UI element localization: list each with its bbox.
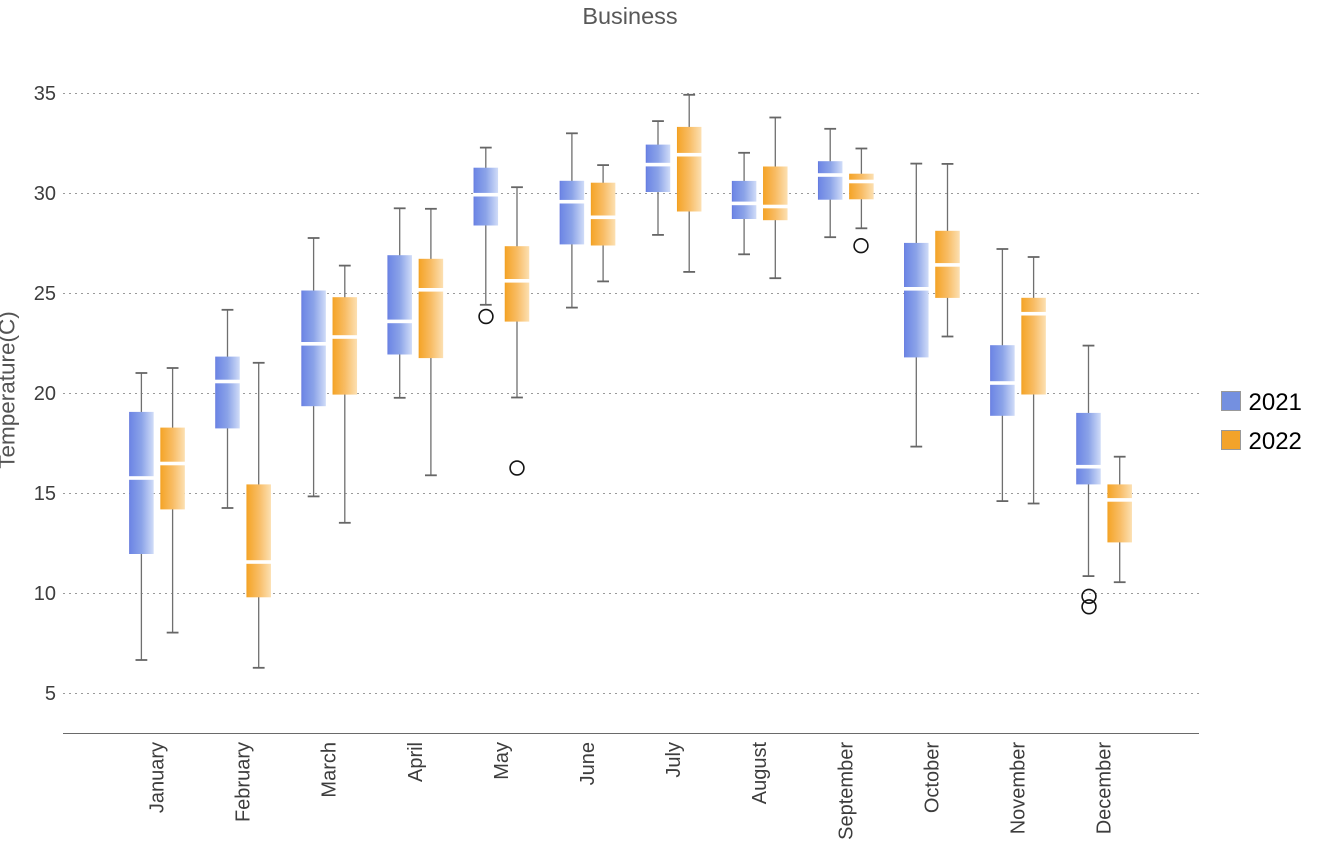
svg-text:5: 5 [45, 683, 56, 705]
svg-text:September: September [835, 742, 857, 840]
svg-text:Temperature(C): Temperature(C) [0, 311, 20, 469]
svg-text:35: 35 [34, 83, 56, 105]
svg-text:2021: 2021 [1249, 389, 1302, 416]
svg-text:October: October [921, 742, 943, 813]
svg-text:August: August [749, 742, 771, 805]
svg-text:January: January [147, 742, 169, 813]
svg-text:30: 30 [34, 183, 56, 205]
svg-text:25: 25 [34, 283, 56, 305]
svg-text:15: 15 [34, 483, 56, 505]
svg-text:November: November [1008, 742, 1030, 835]
svg-text:10: 10 [34, 583, 56, 605]
svg-text:2022: 2022 [1249, 428, 1302, 455]
svg-text:March: March [319, 742, 341, 798]
svg-text:December: December [1094, 742, 1116, 835]
svg-text:April: April [405, 742, 427, 782]
svg-text:May: May [491, 742, 513, 780]
svg-text:June: June [577, 742, 599, 785]
svg-text:July: July [663, 742, 685, 778]
svg-text:Business: Business [582, 3, 677, 29]
svg-text:February: February [233, 742, 255, 822]
svg-text:20: 20 [34, 383, 56, 405]
